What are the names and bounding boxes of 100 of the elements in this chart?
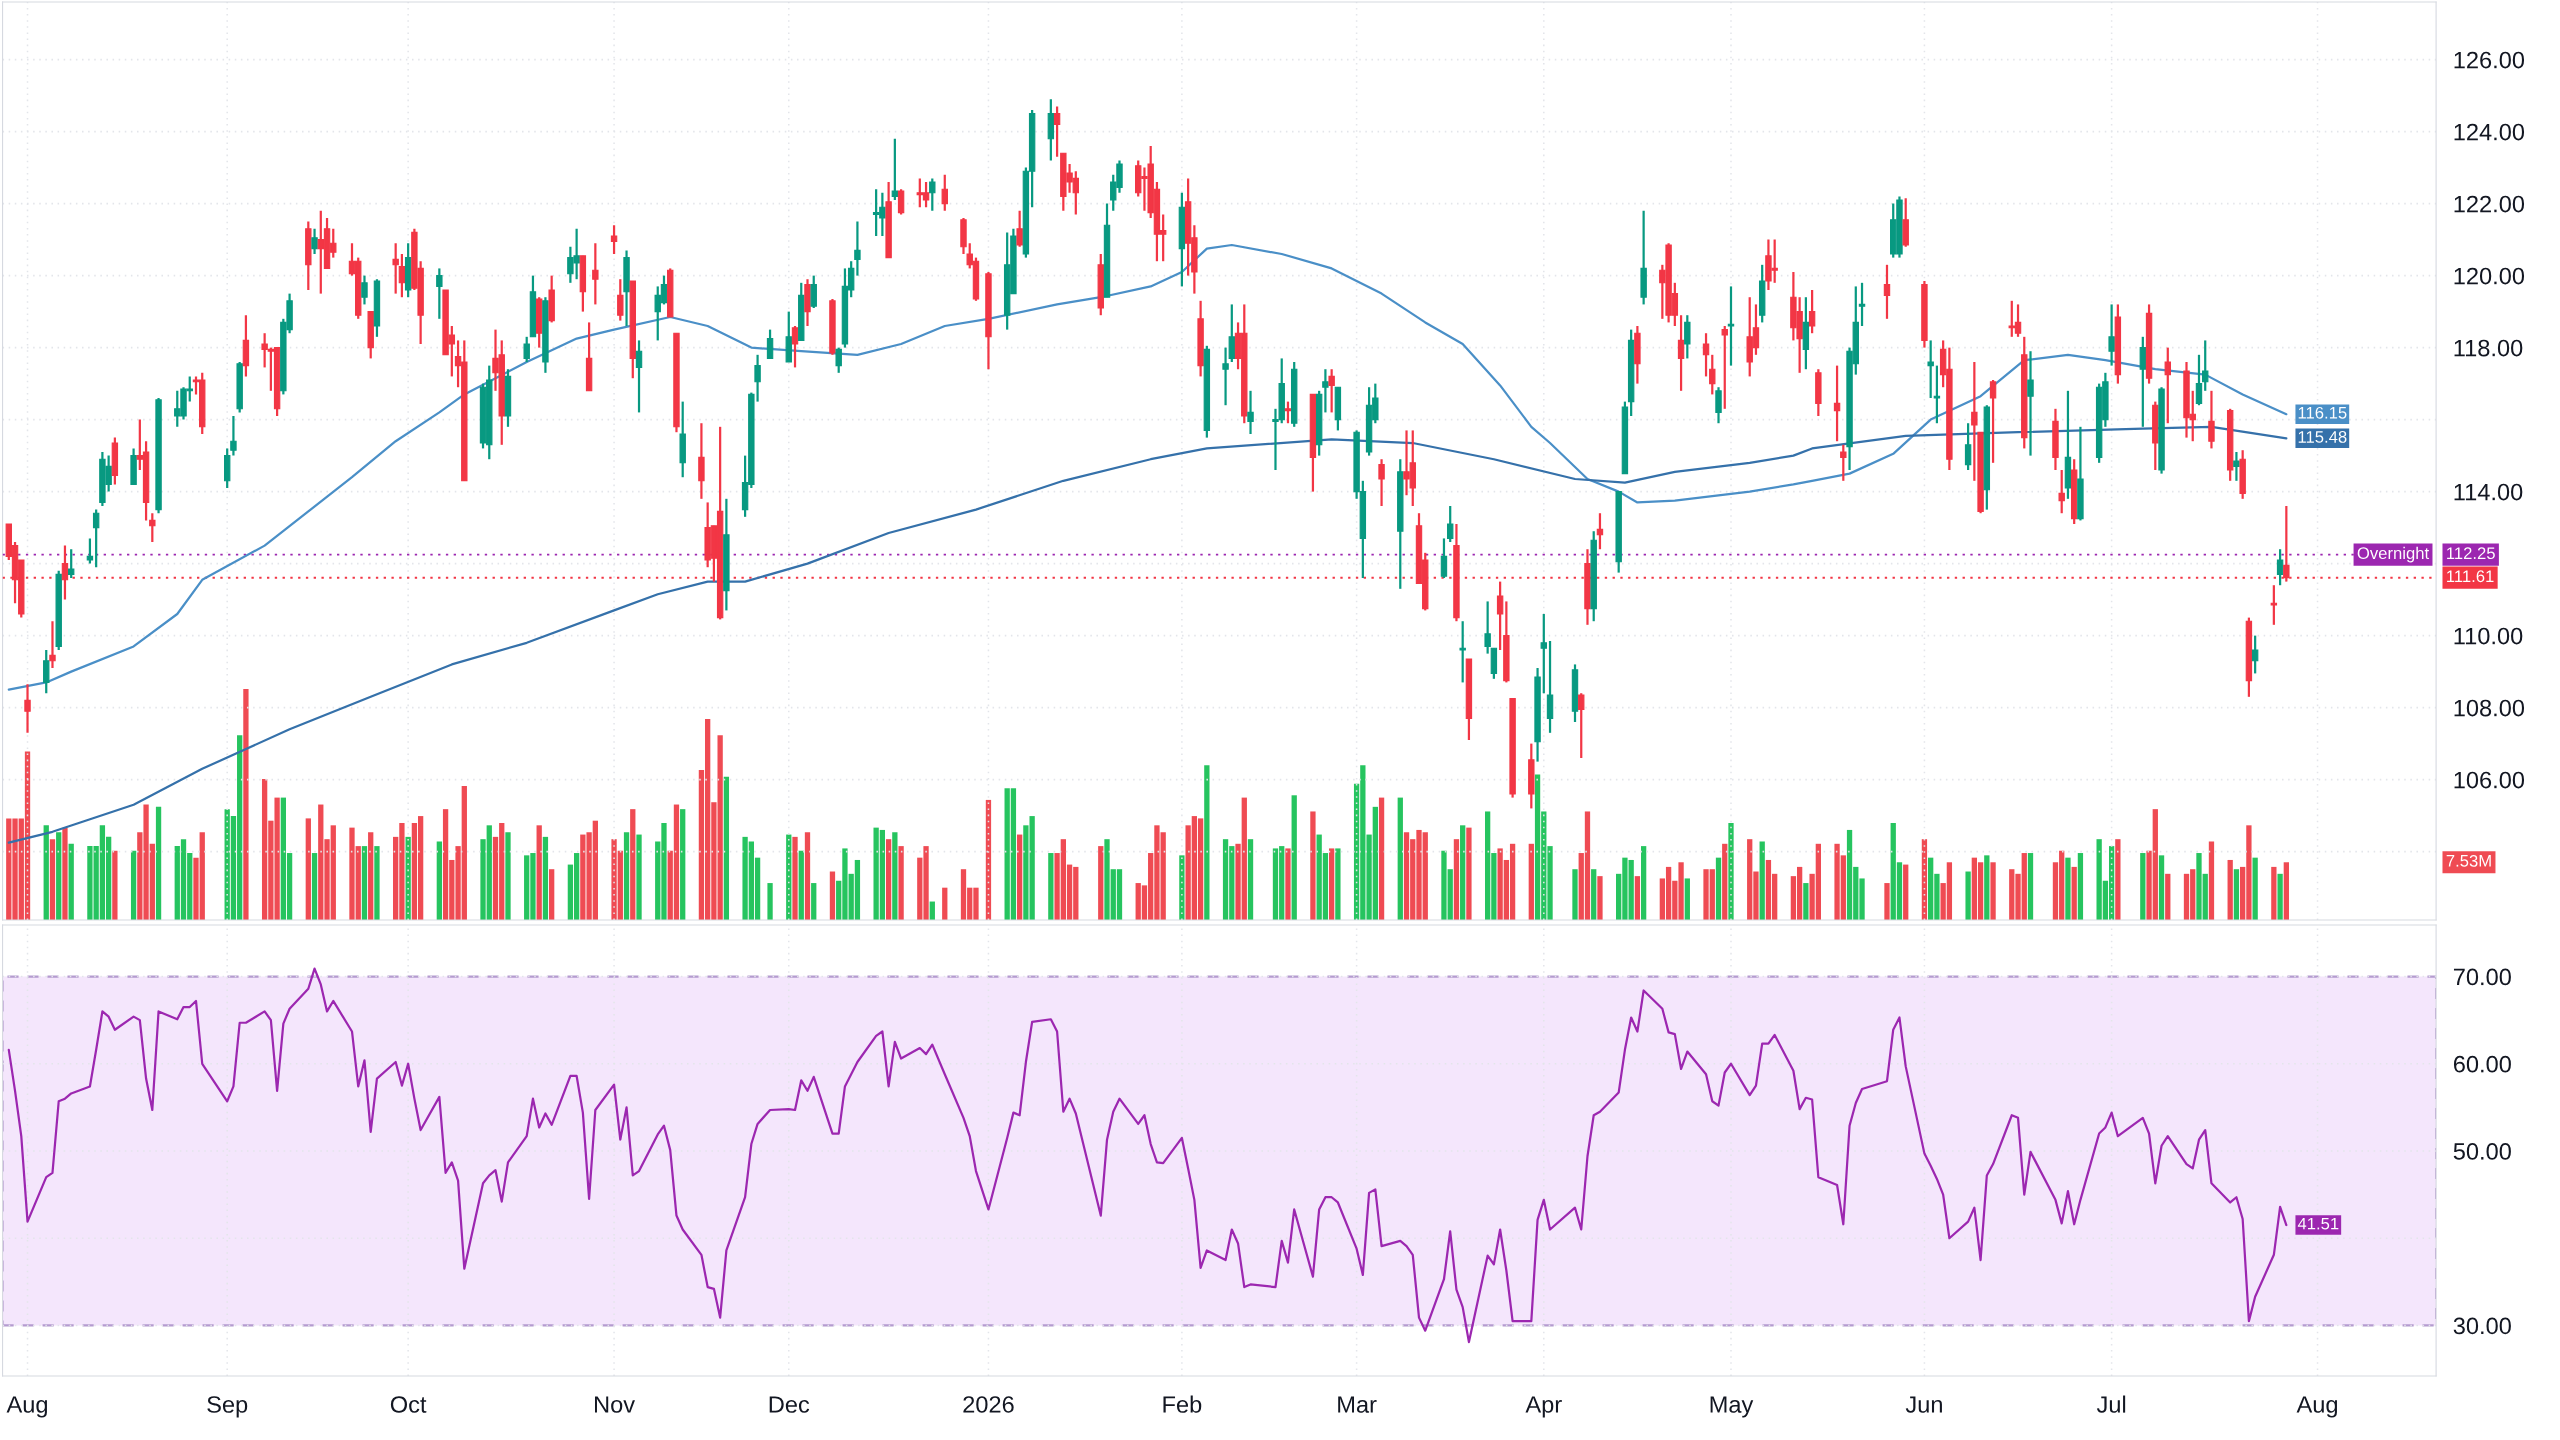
data-label: 115.48 bbox=[2298, 431, 2347, 443]
candlestick bbox=[86, 537, 94, 565]
candlestick bbox=[1927, 339, 1934, 400]
bar bbox=[2115, 839, 2121, 921]
candlestick bbox=[43, 648, 50, 695]
bar bbox=[1335, 848, 1341, 921]
y-tick-label: 120.00 bbox=[2454, 267, 2525, 285]
candlestick bbox=[24, 683, 31, 734]
candlestick bbox=[1540, 612, 1548, 695]
bar bbox=[405, 836, 411, 921]
bar bbox=[811, 883, 817, 921]
x-tick-label: Mar bbox=[1338, 1396, 1377, 1413]
candlestick bbox=[791, 324, 799, 369]
bar bbox=[361, 846, 368, 921]
x-tick-label: Nov bbox=[595, 1396, 635, 1413]
bar bbox=[942, 887, 948, 921]
bar bbox=[1291, 795, 1297, 921]
bar bbox=[680, 809, 686, 921]
candlestick bbox=[1322, 368, 1329, 414]
candlestick bbox=[61, 544, 69, 601]
candlestick bbox=[891, 137, 899, 202]
y-tick-label: 110.00 bbox=[2454, 627, 2523, 645]
x-tick-label: May bbox=[1710, 1396, 1754, 1418]
bar bbox=[112, 850, 118, 921]
bar bbox=[1247, 839, 1254, 921]
y-tick-label: 70.00 bbox=[2453, 968, 2511, 986]
candlestick bbox=[2251, 634, 2259, 675]
candlestick bbox=[897, 188, 905, 216]
bar bbox=[536, 825, 542, 921]
bar bbox=[2158, 855, 2165, 921]
bar bbox=[798, 850, 804, 921]
candlestick bbox=[1578, 692, 1585, 760]
x-tick-label: Sep bbox=[207, 1396, 248, 1418]
candlestick bbox=[1484, 600, 1491, 655]
annotation: Overnight bbox=[2357, 546, 2430, 563]
bar bbox=[723, 776, 730, 921]
bar bbox=[2065, 857, 2071, 921]
candlestick bbox=[2270, 584, 2278, 626]
bar bbox=[1640, 846, 1647, 921]
line-series bbox=[7, 243, 2288, 691]
ref-line-label: 112.25 bbox=[2447, 547, 2495, 560]
candlestick bbox=[1496, 580, 1504, 652]
bar bbox=[1759, 841, 1765, 921]
bar bbox=[1328, 848, 1335, 921]
bar bbox=[767, 883, 773, 921]
y-tick-label: 30.00 bbox=[2453, 1317, 2511, 1335]
bar bbox=[636, 834, 642, 921]
bar bbox=[1528, 843, 1534, 921]
y-tick-label: 124.00 bbox=[2454, 123, 2525, 141]
candlestick bbox=[1858, 281, 1866, 328]
bar bbox=[1179, 855, 1185, 921]
bar bbox=[1803, 883, 1809, 921]
bar bbox=[311, 853, 318, 921]
bar bbox=[1285, 848, 1291, 921]
candlestick bbox=[1964, 422, 1972, 472]
candlestick bbox=[523, 335, 530, 364]
y-tick-label: 118.00 bbox=[2454, 339, 2523, 357]
bar bbox=[898, 846, 904, 921]
y-tick-label: 126.00 bbox=[2454, 51, 2525, 69]
data-label: 41.51 bbox=[2297, 1217, 2339, 1230]
bar bbox=[2233, 869, 2240, 921]
bar bbox=[892, 832, 898, 921]
bar bbox=[1884, 883, 1890, 921]
y-tick-label: 60.00 bbox=[2453, 1055, 2511, 1073]
candlestick bbox=[311, 227, 318, 256]
candlestick bbox=[398, 252, 406, 299]
candlestick bbox=[835, 346, 842, 374]
bar bbox=[1990, 862, 1996, 921]
bar bbox=[2271, 866, 2277, 921]
bar bbox=[630, 809, 636, 921]
bar bbox=[2027, 853, 2034, 921]
bar bbox=[505, 832, 511, 921]
bar bbox=[1310, 811, 1316, 921]
bar bbox=[436, 841, 442, 921]
candlestick bbox=[929, 177, 936, 212]
candlestick bbox=[1247, 389, 1254, 436]
candlestick bbox=[230, 414, 237, 457]
bar bbox=[2077, 853, 2084, 921]
bar bbox=[2277, 873, 2283, 921]
candlestick bbox=[635, 339, 643, 414]
bar bbox=[130, 850, 137, 921]
candlestick bbox=[1222, 346, 1229, 407]
candlestick bbox=[2139, 335, 2147, 428]
candlestick bbox=[1833, 364, 1841, 443]
candlestick bbox=[698, 422, 705, 500]
bar bbox=[1204, 765, 1210, 921]
candlestick bbox=[1284, 400, 1292, 425]
bar bbox=[62, 827, 68, 921]
candlestick bbox=[92, 508, 100, 569]
bar bbox=[1453, 839, 1460, 921]
x-tick-label: Aug bbox=[2296, 1396, 2338, 1418]
candlestick bbox=[2208, 389, 2215, 450]
candlestick bbox=[1808, 288, 1816, 335]
candlestick bbox=[1715, 386, 1722, 425]
candlestick bbox=[1378, 458, 1385, 508]
bar bbox=[1684, 878, 1690, 921]
bar bbox=[804, 832, 811, 921]
bar bbox=[1098, 846, 1104, 921]
candlestick bbox=[2195, 353, 2203, 407]
bar bbox=[1903, 864, 1909, 921]
